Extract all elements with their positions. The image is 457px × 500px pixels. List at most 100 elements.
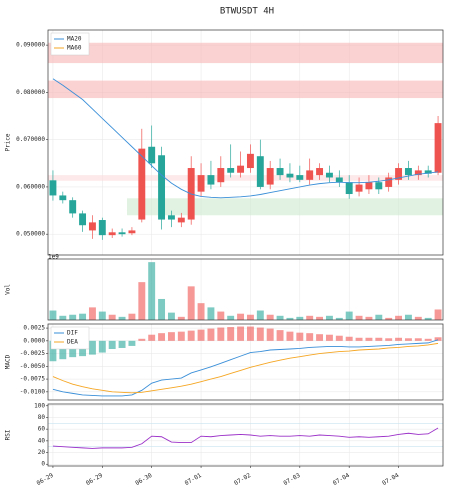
candle-body bbox=[335, 177, 343, 183]
candle-body bbox=[197, 175, 205, 192]
candle-body bbox=[246, 153, 254, 169]
volume-bar bbox=[69, 314, 77, 320]
x-tick-label: 07-03 bbox=[282, 472, 301, 487]
macd-line bbox=[52, 339, 439, 397]
volume-bar bbox=[316, 316, 324, 320]
candle-body bbox=[404, 168, 412, 176]
macd-bar bbox=[59, 340, 67, 360]
macd-bar bbox=[395, 337, 403, 341]
rsi-line bbox=[52, 427, 439, 449]
macd-bar bbox=[276, 330, 284, 341]
volume-bar bbox=[395, 315, 403, 320]
y-axis-label: RSI bbox=[5, 429, 12, 440]
candle-body bbox=[69, 200, 77, 214]
candle-body bbox=[325, 172, 333, 178]
candle-body bbox=[276, 168, 284, 176]
macd-bar bbox=[158, 333, 166, 341]
macd-bar bbox=[266, 328, 274, 341]
volume-bar bbox=[296, 316, 304, 320]
volume-bar bbox=[108, 314, 116, 320]
panel-frame bbox=[47, 323, 444, 401]
y-axis-label: Price bbox=[5, 133, 12, 151]
volume-bar bbox=[158, 298, 166, 320]
volume-bar bbox=[167, 312, 175, 320]
y-tick-label: -0.0075 bbox=[20, 376, 46, 383]
macd-bar bbox=[365, 337, 373, 341]
volume-bar bbox=[385, 317, 393, 320]
candle-body bbox=[217, 168, 225, 183]
y-axis-label: Vol bbox=[5, 284, 12, 295]
x-tick-label: 06-29 bbox=[85, 472, 104, 487]
candle-body bbox=[316, 168, 324, 176]
candle-body bbox=[365, 182, 373, 190]
volume-bar bbox=[414, 316, 422, 320]
volume-bar bbox=[434, 309, 442, 320]
candle-body bbox=[88, 222, 96, 231]
candle-body bbox=[296, 175, 304, 180]
candle-body bbox=[256, 156, 264, 187]
volume-bar bbox=[345, 311, 353, 320]
macd-bar bbox=[325, 334, 333, 341]
y-tick-label: 0.080000 bbox=[16, 89, 45, 96]
volume-bar bbox=[187, 286, 195, 320]
x-tick-label: 07-04 bbox=[332, 472, 351, 487]
macd-bar bbox=[177, 331, 185, 341]
macd-bar bbox=[316, 334, 324, 341]
y-tick-label: 60 bbox=[38, 426, 46, 433]
legend-label: MA60 bbox=[67, 45, 82, 52]
y-tick-label: 0.070000 bbox=[16, 136, 45, 143]
zone bbox=[48, 42, 443, 64]
candle-body bbox=[49, 180, 57, 196]
candle-body bbox=[227, 168, 235, 173]
zone bbox=[127, 198, 443, 216]
macd-bar bbox=[256, 327, 264, 341]
y-tick-label: -0.0025 bbox=[20, 350, 46, 357]
candle-body bbox=[414, 170, 422, 176]
macd-bar bbox=[404, 338, 412, 341]
candle-body bbox=[355, 184, 363, 192]
panel-frame bbox=[47, 29, 444, 256]
candle-body bbox=[98, 220, 106, 236]
volume-bar bbox=[79, 313, 87, 320]
volume-bar bbox=[276, 315, 284, 320]
x-tick-label: 07-02 bbox=[233, 472, 252, 487]
volume-bar bbox=[227, 315, 235, 320]
candle-body bbox=[395, 168, 403, 180]
candle-body bbox=[158, 155, 166, 220]
candle-body bbox=[345, 182, 353, 195]
macd-bar bbox=[187, 330, 195, 341]
volume-bar bbox=[197, 303, 205, 320]
macd-bar bbox=[88, 340, 96, 355]
y-tick-label: 40 bbox=[38, 437, 46, 444]
macd-bar bbox=[167, 332, 175, 341]
y-tick-label: 0.050000 bbox=[16, 231, 45, 238]
y-tick-label: 0.0025 bbox=[23, 325, 45, 332]
macd-bar bbox=[237, 326, 245, 341]
y-tick-label: -0.0100 bbox=[20, 388, 46, 395]
macd-bar bbox=[375, 337, 383, 341]
candle-body bbox=[148, 146, 156, 164]
volume-bar bbox=[177, 316, 185, 320]
candle-body bbox=[237, 165, 245, 173]
volume-bar bbox=[128, 313, 136, 320]
macd-bar bbox=[385, 338, 393, 341]
volume-bar bbox=[266, 314, 274, 320]
macd-bar bbox=[335, 335, 343, 341]
volume-bar bbox=[98, 311, 106, 320]
macd-bar bbox=[197, 329, 205, 341]
macd-bar bbox=[306, 333, 314, 341]
macd-bar bbox=[434, 337, 442, 341]
volume-bar bbox=[355, 315, 363, 320]
y-tick-label: -0.0050 bbox=[20, 363, 46, 370]
volume-bar bbox=[88, 307, 96, 320]
macd-bar bbox=[49, 340, 57, 362]
volume-bar bbox=[237, 313, 245, 320]
macd-bar bbox=[128, 340, 136, 346]
macd-bar bbox=[355, 337, 363, 341]
volume-bar bbox=[207, 307, 215, 320]
candle-body bbox=[306, 170, 314, 180]
zone bbox=[48, 80, 443, 99]
candle-body bbox=[375, 182, 383, 190]
macd-bar bbox=[138, 338, 146, 341]
